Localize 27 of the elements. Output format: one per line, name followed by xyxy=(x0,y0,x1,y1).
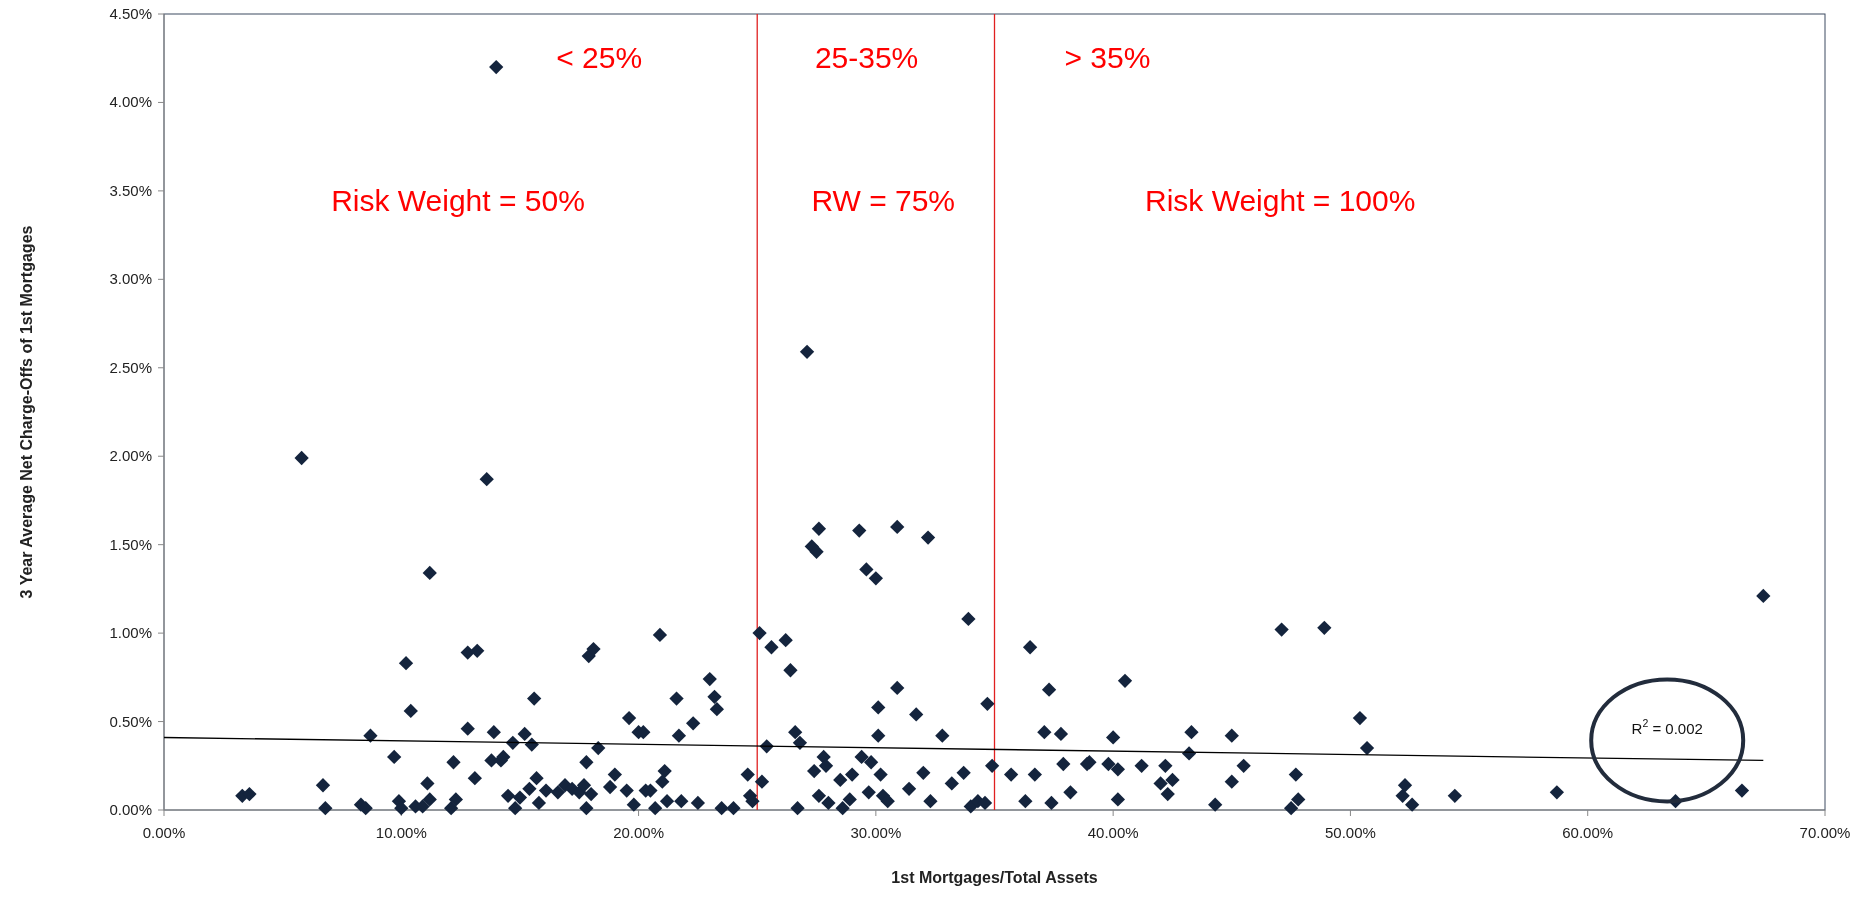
x-tick-label: 30.00% xyxy=(850,824,902,841)
x-tick-label: 10.00% xyxy=(375,824,427,841)
annotation: < 25% xyxy=(556,41,643,75)
annotation: 25-35% xyxy=(814,41,919,75)
y-tick-label: 0.50% xyxy=(109,712,152,730)
annotation: Risk Weight = 50% xyxy=(331,183,585,217)
x-tick-label: 50.00% xyxy=(1324,824,1376,841)
annotation: R$^{2}$ = 0.002 xyxy=(1631,717,1703,738)
y-tick-label: 1.50% xyxy=(109,535,152,553)
y-tick-label: 4.50% xyxy=(109,5,152,22)
x-tick-label: 60.00% xyxy=(1562,824,1614,841)
y-tick-label: 2.50% xyxy=(109,358,152,376)
annotation: RW = 75% xyxy=(811,183,956,217)
x-tick-label: 70.00% xyxy=(1799,824,1851,841)
y-tick-label: 3.00% xyxy=(109,270,152,288)
y-tick-label: 1.00% xyxy=(109,624,152,642)
y-tick-label: 4.00% xyxy=(109,93,152,111)
y-tick-label: 2.00% xyxy=(109,447,152,465)
y-tick-label: 3.50% xyxy=(109,181,152,199)
x-axis-title: 1st Mortgages/Total Assets xyxy=(891,869,1098,886)
annotation: > 35% xyxy=(1064,41,1151,75)
annotation: Risk Weight = 100% xyxy=(1144,183,1416,217)
x-tick-label: 20.00% xyxy=(613,824,665,841)
y-axis-title: 3 Year Average Net Charge-Offs of 1st Mortgages xyxy=(18,225,35,599)
x-tick-label: 0.00% xyxy=(142,824,186,841)
y-tick-label: 0.00% xyxy=(109,801,152,818)
x-tick-label: 40.00% xyxy=(1087,824,1139,841)
